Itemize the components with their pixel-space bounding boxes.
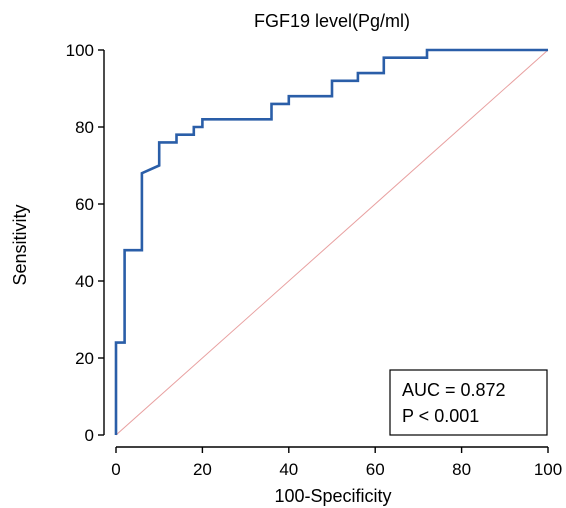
y-tick-label: 60 bbox=[75, 195, 94, 214]
x-tick-label: 0 bbox=[111, 460, 120, 479]
plot-area: 0 20 40 60 80 100 0 20 40 60 80 100 bbox=[66, 41, 563, 479]
y-tick-label: 80 bbox=[75, 118, 94, 137]
x-axis-label: 100-Specificity bbox=[274, 486, 391, 506]
y-axis-label: Sensitivity bbox=[10, 204, 30, 285]
y-tick-label: 20 bbox=[75, 349, 94, 368]
x-tick-label: 20 bbox=[193, 460, 212, 479]
annotation-auc: AUC = 0.872 bbox=[402, 380, 506, 400]
y-tick-label: 40 bbox=[75, 272, 94, 291]
x-tick-label: 100 bbox=[534, 460, 562, 479]
y-tick-label: 100 bbox=[66, 41, 94, 60]
y-tick-label: 0 bbox=[85, 426, 94, 445]
annotation-p-value: P < 0.001 bbox=[402, 406, 479, 426]
chart-title: FGF19 level(Pg/ml) bbox=[254, 11, 410, 31]
reference-diagonal-line bbox=[115, 49, 549, 436]
annotation-frame bbox=[389, 369, 548, 436]
x-tick-label: 40 bbox=[279, 460, 298, 479]
annotation-box: AUC = 0.872 P < 0.001 bbox=[389, 369, 548, 436]
roc-curve-line bbox=[114, 48, 548, 435]
x-tick-label: 80 bbox=[452, 460, 471, 479]
x-tick-label: 60 bbox=[366, 460, 385, 479]
